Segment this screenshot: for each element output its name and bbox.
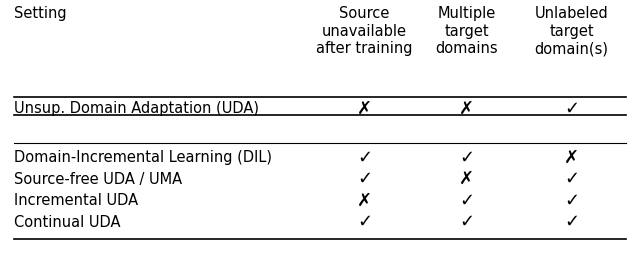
- Text: ✗: ✗: [357, 99, 372, 117]
- Text: ✓: ✓: [459, 148, 474, 166]
- Text: Source
unavailable
after training: Source unavailable after training: [316, 6, 413, 56]
- Text: Continual UDA: Continual UDA: [14, 214, 120, 229]
- Text: ✓: ✓: [564, 191, 579, 209]
- Text: Unlabeled
target
domain(s): Unlabeled target domain(s): [534, 6, 609, 56]
- Text: ✓: ✓: [357, 212, 372, 230]
- Text: Setting: Setting: [14, 6, 67, 21]
- Text: ✓: ✓: [564, 212, 579, 230]
- Text: ✓: ✓: [564, 169, 579, 187]
- Text: ✗: ✗: [459, 169, 474, 187]
- Text: ✓: ✓: [564, 99, 579, 117]
- Text: ✓: ✓: [459, 212, 474, 230]
- Text: Domain-Incremental Learning (DIL): Domain-Incremental Learning (DIL): [14, 150, 272, 165]
- Text: ✓: ✓: [459, 191, 474, 209]
- Text: ✗: ✗: [357, 191, 372, 209]
- Text: Incremental UDA: Incremental UDA: [14, 192, 138, 207]
- Text: ✓: ✓: [357, 148, 372, 166]
- Text: Unsup. Domain Adaptation (UDA): Unsup. Domain Adaptation (UDA): [14, 101, 259, 116]
- Text: Multiple
target
domains: Multiple target domains: [435, 6, 498, 56]
- Text: Source-free UDA / UMA: Source-free UDA / UMA: [14, 171, 182, 186]
- Text: ✓: ✓: [357, 169, 372, 187]
- Text: ✗: ✗: [459, 99, 474, 117]
- Text: ✗: ✗: [564, 148, 579, 166]
